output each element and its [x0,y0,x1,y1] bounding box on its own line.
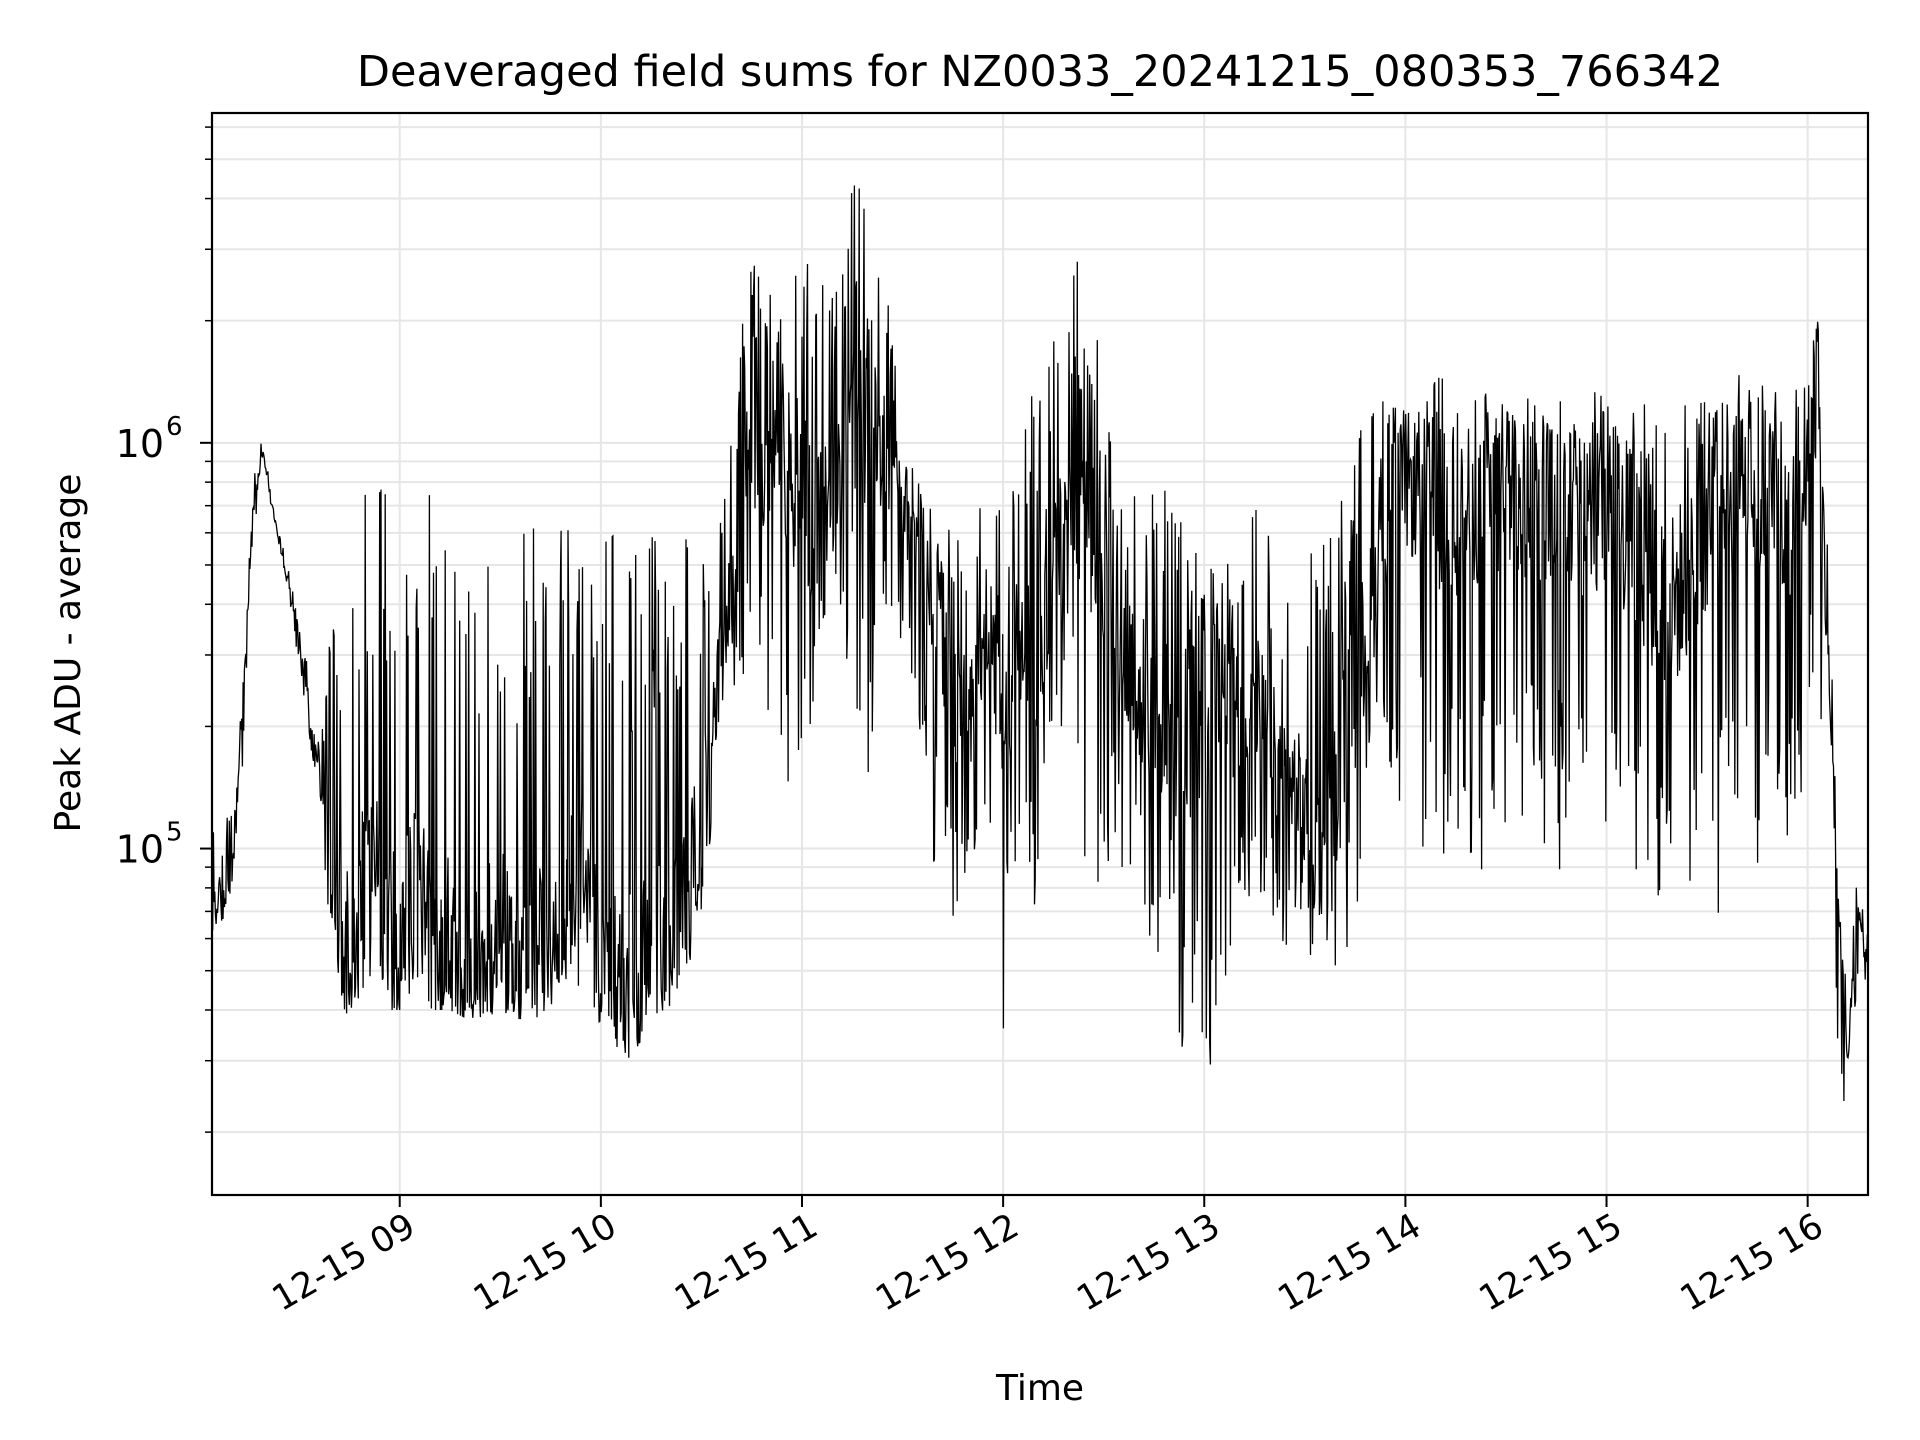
x-axis-label: Time [995,1368,1084,1409]
chart-title: Deaveraged field sums for NZ0033_2024121… [357,47,1723,97]
series-line [211,185,1869,1102]
y-tick-label: 10 [116,828,164,872]
plot-frame [210,111,1870,1197]
y-tick-label: 10 [116,422,164,466]
y-axis-label: Peak ADU - average [48,474,89,833]
y-tick-label-exponent: 6 [166,412,183,442]
y-tick-label-exponent: 5 [166,818,183,848]
plot-area [210,111,1870,1197]
